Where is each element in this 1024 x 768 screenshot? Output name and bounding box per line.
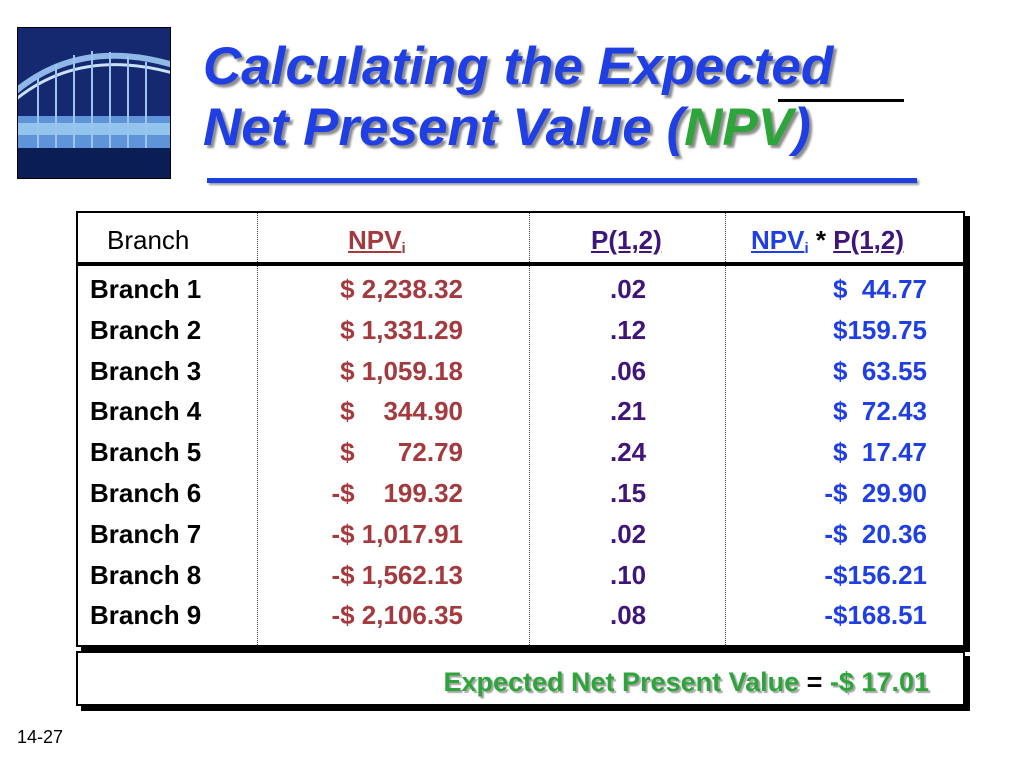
table-row: Branch 2 $ 1,331.29 .12 $159.75 <box>78 315 963 356</box>
row-branch: Branch 3 <box>90 355 202 386</box>
row-probability: .08 <box>610 600 647 631</box>
table-row: Branch 3 $ 1,059.18 .06 $ 63.55 <box>78 356 963 397</box>
expected-npv-result: Expected Net Present Value = -$ 17.01 <box>443 667 929 698</box>
table-row: Branch 7 -$ 1,017.91 .02 -$ 20.36 <box>78 519 963 560</box>
row-product: -$ 29.90 <box>824 477 927 508</box>
header-branch: Branch <box>107 225 190 255</box>
title-underline <box>207 178 917 183</box>
row-branch: Branch 5 <box>90 437 202 468</box>
row-branch: Branch 4 <box>90 396 202 427</box>
header-product: NPVi * P(1,2) <box>751 225 904 257</box>
header-product-operator: * <box>808 225 834 255</box>
table-body: Branch 1 $ 2,238.32 .02 $ 44.77 Branch 2 $ 1,… <box>76 264 965 647</box>
expected-npv-value: -$ 17.01 <box>829 667 929 697</box>
row-npv: -$ 1,017.91 <box>331 518 463 549</box>
header-product-subscript: i <box>804 240 809 257</box>
header-npv: NPVi <box>348 225 406 257</box>
expected-npv-equals: = <box>799 667 830 697</box>
row-product: -$168.51 <box>824 600 927 631</box>
slide-title: Calculating the Expected Net Present Val… <box>203 36 983 158</box>
title-line-2: Net Present Value (NPV) <box>203 97 983 158</box>
row-probability: .12 <box>610 314 647 345</box>
title-line-2-suffix: ) <box>793 98 811 157</box>
row-probability: .21 <box>610 396 647 427</box>
row-probability: .10 <box>610 559 647 590</box>
expected-npv-label: Expected Net Present Value <box>443 667 800 697</box>
row-branch: Branch 2 <box>90 314 202 345</box>
row-product: -$ 20.36 <box>824 518 927 549</box>
row-npv: -$ 2,106.35 <box>331 600 463 631</box>
column-divider <box>725 213 726 262</box>
table-row: Branch 4 $ 344.90 .21 $ 72.43 <box>78 396 963 437</box>
table-row: Branch 6 -$ 199.32 .15 -$ 29.90 <box>78 478 963 519</box>
row-probability: .24 <box>610 437 647 468</box>
row-branch: Branch 7 <box>90 518 202 549</box>
bridge-photo-icon <box>17 27 171 179</box>
table-header: Branch NPVi P(1,2) NPVi * P(1,2) <box>76 211 965 264</box>
title-line-1: Calculating the Expected <box>203 37 834 96</box>
row-npv: $ 72.79 <box>340 437 463 468</box>
row-product: $ 72.43 <box>833 396 927 427</box>
row-branch: Branch 8 <box>90 559 202 590</box>
header-product-npv: NPVi <box>751 225 809 257</box>
header-npv-subscript: i <box>401 240 406 257</box>
row-npv: $ 1,059.18 <box>340 355 463 386</box>
row-product: -$156.21 <box>824 559 927 590</box>
row-probability: .15 <box>610 477 647 508</box>
header-product-prob: P(1,2) <box>833 225 905 255</box>
row-branch: Branch 9 <box>90 600 202 631</box>
table-row: Branch 9 -$ 2,106.35 .08 -$168.51 <box>78 600 963 641</box>
table-row: Branch 1 $ 2,238.32 .02 $ 44.77 <box>78 274 963 315</box>
header-npv-label: NPV <box>348 225 402 255</box>
column-divider <box>529 266 530 645</box>
row-npv: $ 1,331.29 <box>340 314 463 345</box>
row-product: $ 63.55 <box>833 355 927 386</box>
row-npv: -$ 199.32 <box>331 477 463 508</box>
title-line-2-prefix: Net Present Value ( <box>203 98 685 157</box>
row-probability: .06 <box>610 355 647 386</box>
header-probability: P(1,2) <box>591 225 662 255</box>
column-divider <box>257 266 258 645</box>
row-npv: -$ 1,562.13 <box>331 559 463 590</box>
column-divider <box>529 213 530 262</box>
row-probability: .02 <box>610 274 647 304</box>
header-product-npv-label: NPV <box>751 225 805 255</box>
slide-number: 14-27 <box>17 727 64 747</box>
row-npv: $ 344.90 <box>340 396 463 427</box>
row-product: $159.75 <box>833 314 927 345</box>
row-probability: .02 <box>610 518 647 549</box>
table-footer: Expected Net Present Value = -$ 17.01 <box>76 651 965 706</box>
table-row: Branch 5 $ 72.79 .24 $ 17.47 <box>78 437 963 478</box>
column-divider <box>257 213 258 262</box>
row-npv: $ 2,238.32 <box>340 274 463 304</box>
row-branch: Branch 1 <box>90 274 202 304</box>
title-accent-bar <box>778 99 904 102</box>
row-product: $ 17.47 <box>833 437 927 468</box>
title-npv-highlight: NPV <box>684 98 794 157</box>
row-product: $ 44.77 <box>833 274 927 304</box>
row-branch: Branch 6 <box>90 477 202 508</box>
table-rows: Branch 1 $ 2,238.32 .02 $ 44.77 Branch 2 $ 1,… <box>78 274 963 641</box>
table-row: Branch 8 -$ 1,562.13 .10 -$156.21 <box>78 560 963 601</box>
column-divider <box>725 266 726 645</box>
